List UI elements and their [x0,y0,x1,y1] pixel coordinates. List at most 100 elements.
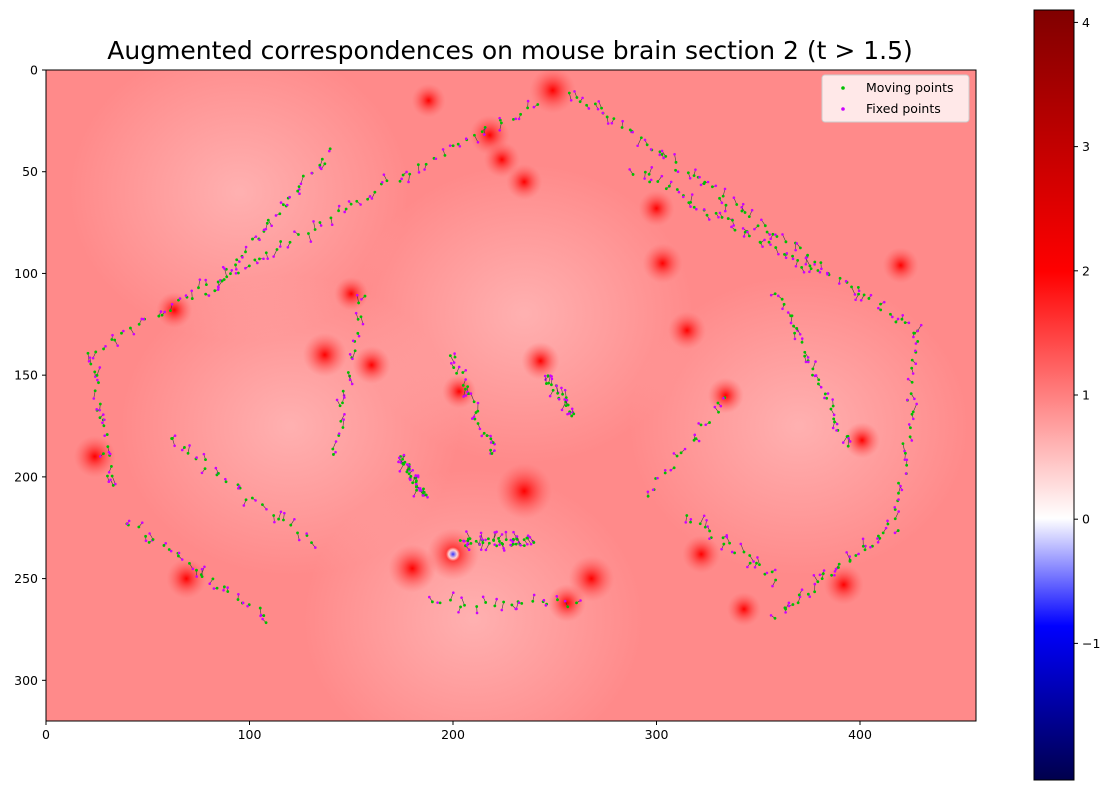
fixed-point [423,168,426,171]
fixed-point [314,546,317,549]
moving-point [363,294,367,298]
moving-point [481,541,485,545]
moving-point [93,389,97,393]
moving-point [724,203,728,207]
moving-point [275,248,279,251]
moving-point [235,258,239,262]
displacement-line [352,350,356,359]
fixed-point [283,511,286,515]
moving-point [474,411,478,414]
moving-point [867,297,871,300]
fixed-point [104,344,107,348]
moving-point [297,185,301,188]
colorbar: 4 3 2 1 0 −1 [1033,9,1100,781]
fixed-point [818,573,822,577]
fixed-point [787,601,791,605]
fixed-point [542,598,546,602]
fixed-point [606,122,610,125]
moving-point [93,370,97,374]
fixed-point [334,450,337,454]
moving-point [564,404,568,408]
moving-point [459,605,462,609]
fixed-point [769,614,773,617]
moving-point [296,189,300,193]
fixed-point [512,530,515,534]
fixed-point [688,176,692,180]
fixed-point [904,472,908,475]
fixed-point [256,261,259,265]
fixed-point [441,148,445,151]
moving-point [848,559,852,563]
moving-point [499,121,503,125]
moving-point [726,217,730,220]
moving-point [896,529,900,532]
moving-point [113,338,117,342]
displacement-line [699,515,705,524]
fixed-point [318,166,322,169]
moving-point [816,269,820,272]
moving-point [879,302,882,306]
fixed-point [107,470,111,474]
fixed-point [649,178,653,182]
moving-point [424,493,428,497]
moving-point [323,162,327,166]
moving-point [878,536,882,540]
moving-point [190,297,194,300]
fixed-point [402,453,406,457]
moving-point [484,601,488,604]
moving-point [791,603,795,606]
fixed-point [415,482,418,486]
fixed-point [793,337,797,341]
fixed-point [509,543,512,547]
fixed-point [886,519,889,523]
fixed-point [297,538,301,542]
x-tick-label: 400 [848,727,872,742]
fixed-point [750,208,754,212]
moving-point [803,350,807,354]
fixed-point [914,342,918,345]
fixed-point [405,170,408,174]
fixed-point [861,537,865,541]
fixed-point [814,360,817,363]
moving-point [258,257,261,261]
moving-point [137,322,141,326]
moving-point [226,590,230,593]
fixed-point [348,378,352,382]
displacement-line [740,543,745,553]
fixed-point [768,233,771,236]
fixed-point [285,203,289,207]
x-tick-label: 200 [441,727,465,742]
moving-point [272,514,276,517]
moving-point [692,438,696,442]
fixed-point [526,99,530,103]
fixed-point [677,190,681,194]
moving-point [157,314,161,318]
fixed-point [702,514,706,518]
moving-point [216,280,220,284]
moving-point [837,562,841,566]
fixed-point [116,344,120,347]
fixed-point [532,593,536,597]
hotspot-27 [446,547,461,562]
fixed-point [720,547,723,551]
fixed-point [906,377,910,381]
moving-point [894,320,898,324]
moving-point [679,451,683,455]
moving-point [770,570,774,574]
moving-point [800,340,804,344]
moving-point [366,197,370,201]
hotspot-11 [73,435,116,478]
moving-point [357,301,361,305]
moving-point [663,471,667,475]
fixed-point [478,543,482,546]
fixed-point [258,238,261,242]
fixed-point [835,429,838,432]
hotspot-26 [506,163,543,200]
moving-point [784,240,788,244]
colorbar-tick-label: 2 [1082,263,1090,278]
fixed-point [476,401,480,405]
fixed-point [111,333,114,337]
moving-point [716,401,720,405]
moving-point [796,601,800,605]
moving-point [689,520,692,524]
